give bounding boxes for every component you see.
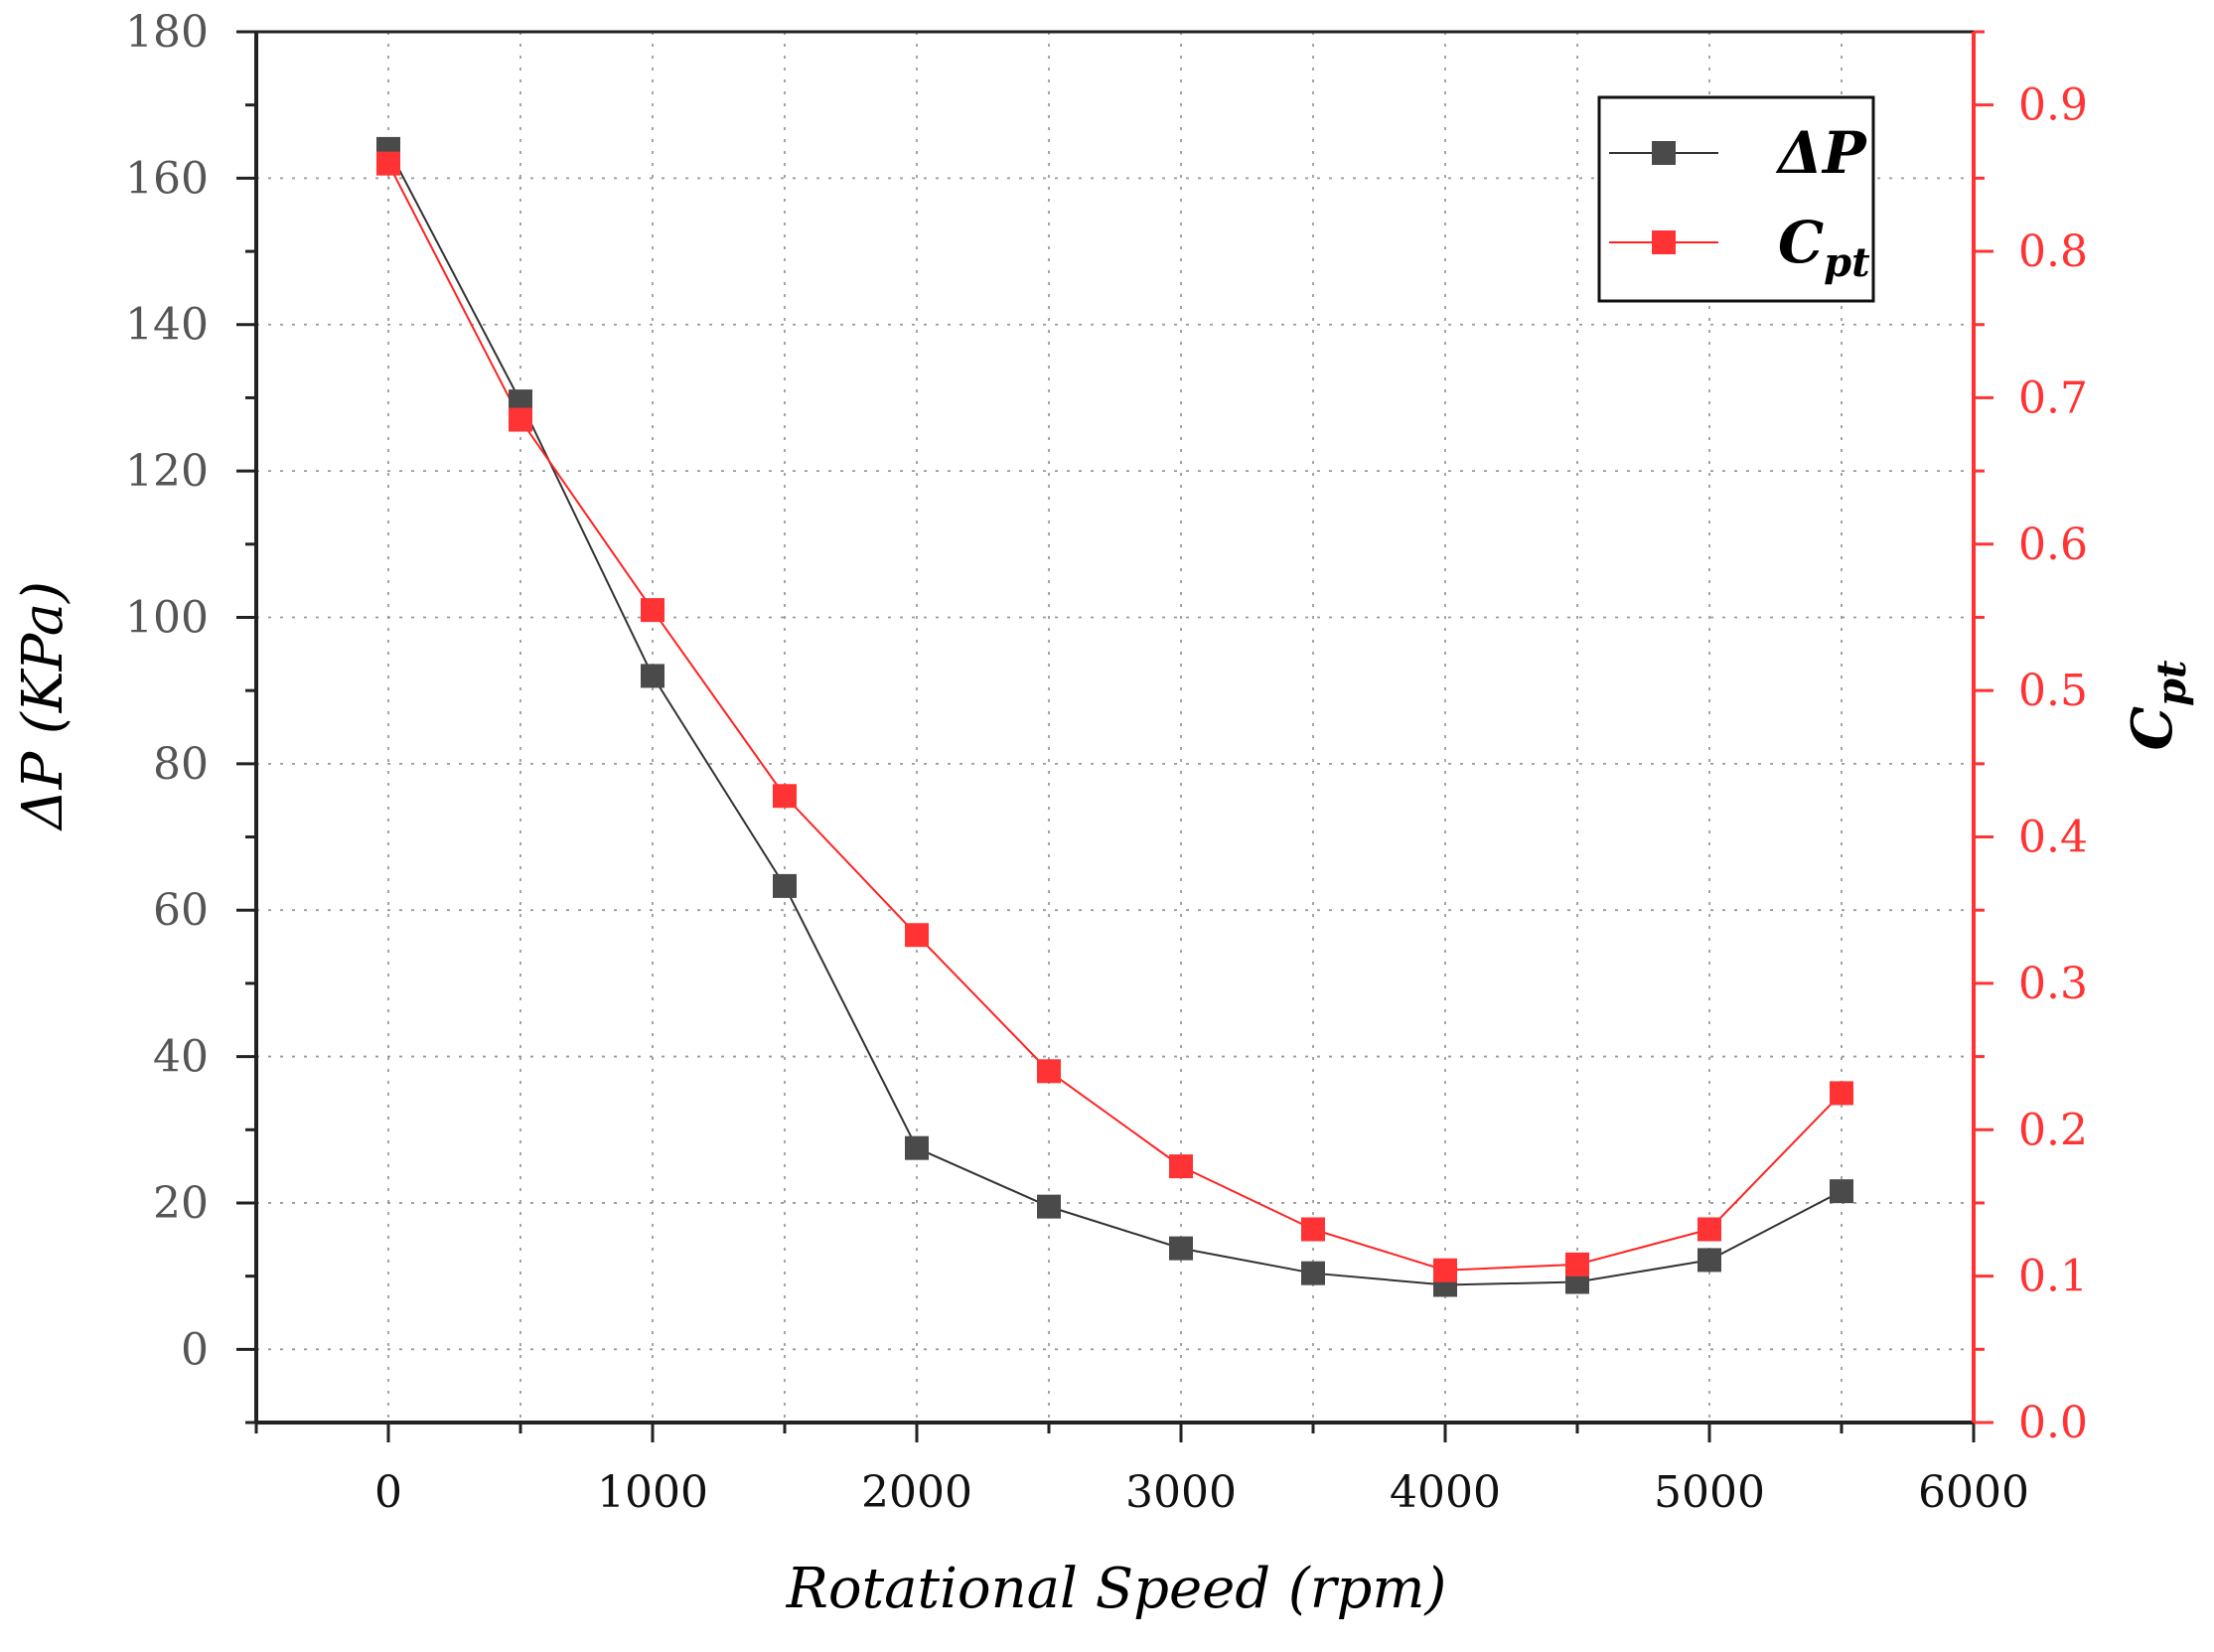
data-point-cpt: [1697, 1217, 1721, 1242]
x-tick-label: 1000: [597, 1467, 708, 1518]
y2-axis-title: Cpt: [2120, 660, 2195, 751]
legend-label-cpt: Cpt: [1778, 209, 1870, 286]
data-point-delta-p: [773, 873, 797, 898]
data-point-delta-p: [905, 1135, 929, 1160]
x-tick-label: 4000: [1390, 1467, 1501, 1518]
y-axis-title: ΔP (KPa): [11, 581, 75, 831]
y2-tick-label: 0.5: [2018, 666, 2088, 716]
y2-tick-label: 0.7: [2018, 373, 2088, 423]
data-point-cpt: [509, 407, 532, 432]
y-tick-label: 20: [153, 1178, 209, 1229]
y2-tick-label: 0.0: [2018, 1398, 2088, 1448]
y2-tick-label: 0.2: [2018, 1105, 2088, 1155]
x-axis-title: Rotational Speed (rpm): [786, 1557, 1447, 1621]
x-tick-label: 3000: [1125, 1467, 1237, 1518]
x-tick-label: 2000: [861, 1467, 972, 1518]
series-line-cpt: [387, 163, 1843, 1272]
legend-label-main: C: [1778, 209, 1824, 276]
data-point-cpt: [1565, 1252, 1589, 1277]
y-tick-label: 100: [125, 592, 209, 643]
legend-label-sub: pt: [1824, 239, 1870, 286]
data-point-cpt: [905, 923, 929, 948]
y2-tick-label: 0.1: [2018, 1252, 2088, 1302]
data-point-cpt: [376, 151, 400, 176]
data-point-cpt: [1037, 1059, 1061, 1084]
y-tick-label: 160: [125, 153, 209, 204]
x-tick-label: 5000: [1654, 1467, 1765, 1518]
legend-box: [1597, 95, 1875, 303]
data-point-delta-p: [1301, 1261, 1325, 1285]
data-point-cpt: [773, 784, 797, 809]
ticks: 0 20 40 60 80 100 120 140 160 180 0 1000 2000 3000 400…: [125, 7, 2088, 1518]
y-tick-label: 180: [125, 7, 209, 58]
legend-label-main: ΔP: [1775, 119, 1867, 187]
x-tick-label: 6000: [1918, 1467, 2029, 1518]
data-point-cpt: [1301, 1217, 1325, 1242]
legend-marker-delta-p: [1652, 141, 1676, 165]
y2-tick-label: 0.4: [2018, 813, 2088, 863]
y-tick-label: 140: [125, 300, 209, 351]
y-tick-label: 120: [125, 446, 209, 497]
y2-axis-title-sub: pt: [2148, 660, 2195, 706]
y-tick-label: 80: [153, 739, 209, 790]
series-lines: [387, 148, 1843, 1286]
data-point-cpt: [1169, 1154, 1193, 1179]
data-point-cpt: [641, 598, 664, 623]
y2-tick-label: 0.8: [2018, 226, 2088, 277]
x-tick-label: 0: [374, 1467, 402, 1518]
data-point-cpt: [1830, 1081, 1853, 1106]
data-point-delta-p: [1697, 1248, 1721, 1273]
data-point-cpt: [1433, 1258, 1457, 1282]
y2-tick-label: 0.6: [2018, 520, 2088, 570]
legend: ΔP Cpt: [1597, 95, 1875, 303]
y-tick-label: 40: [153, 1032, 209, 1083]
y2-tick-label: 0.3: [2018, 959, 2088, 1009]
series-markers: [376, 136, 1853, 1297]
y-tick-label: 0: [181, 1324, 209, 1375]
legend-label-delta-p: ΔP: [1775, 119, 1867, 187]
data-point-delta-p: [641, 664, 664, 688]
data-point-delta-p: [1169, 1236, 1193, 1261]
legend-marker-cpt: [1652, 230, 1676, 254]
axes: [254, 30, 1976, 1425]
data-point-delta-p: [1037, 1194, 1061, 1219]
data-point-delta-p: [1830, 1179, 1853, 1204]
y2-tick-label: 0.9: [2018, 80, 2088, 131]
y-tick-label: 60: [153, 885, 209, 936]
series-line-delta-p: [387, 148, 1843, 1286]
y2-axis-title-main: C: [2120, 706, 2185, 751]
